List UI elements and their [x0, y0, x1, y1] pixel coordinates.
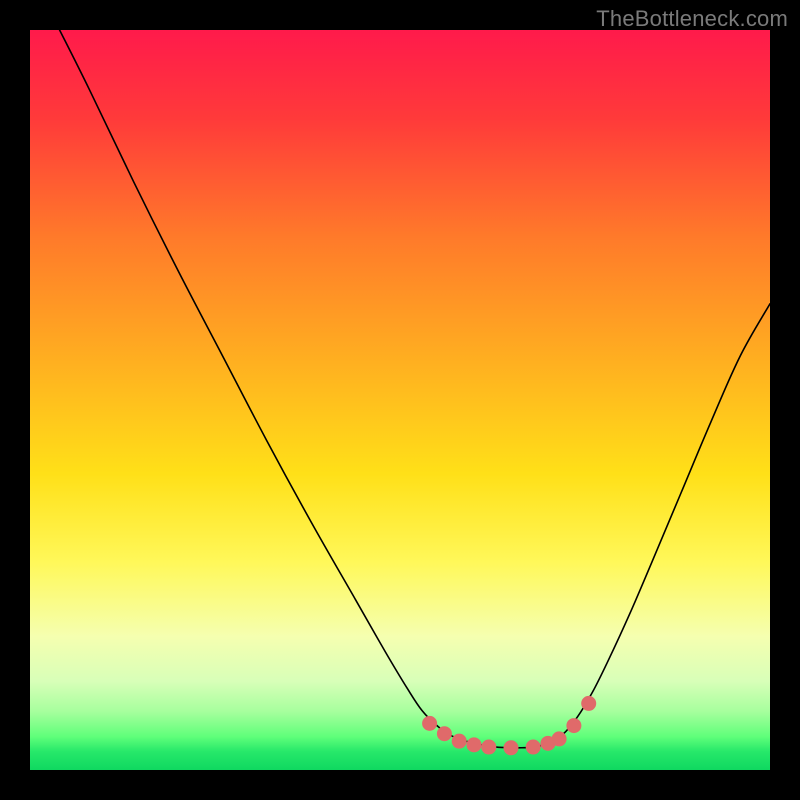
watermark-label: TheBottleneck.com [596, 6, 788, 32]
marker-dot [482, 740, 496, 754]
marker-dot [567, 719, 581, 733]
marker-dot [504, 741, 518, 755]
plot-background [30, 30, 770, 770]
marker-dot [552, 732, 566, 746]
marker-dot [467, 738, 481, 752]
marker-dot [526, 740, 540, 754]
marker-dot [437, 727, 451, 741]
plot-area [30, 30, 770, 770]
chart-container: TheBottleneck.com [0, 0, 800, 800]
plot-svg [30, 30, 770, 770]
marker-dot [423, 716, 437, 730]
marker-dot [452, 734, 466, 748]
marker-dot [582, 696, 596, 710]
